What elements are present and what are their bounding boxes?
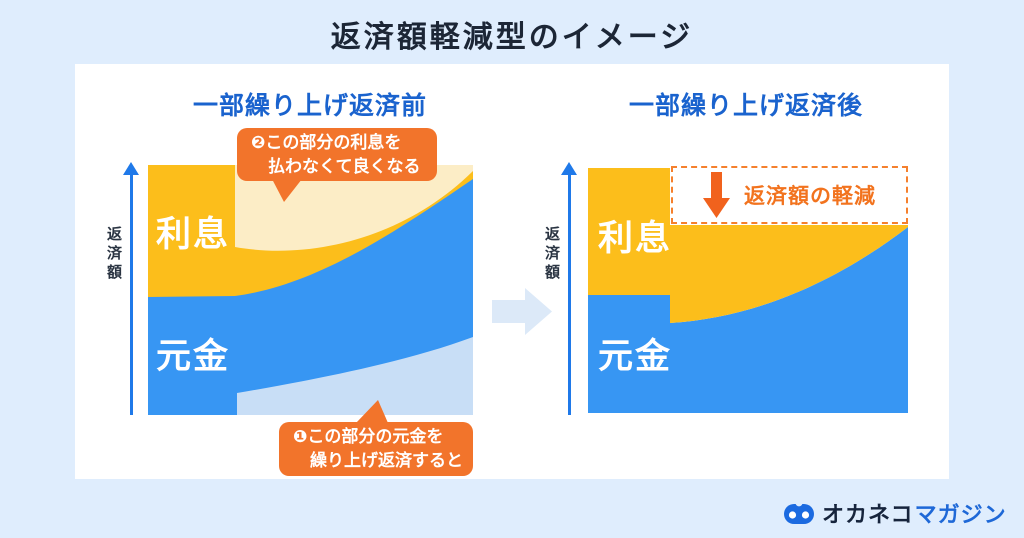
before-axis-arrowhead-icon [123,162,139,175]
before-axis-line [130,174,133,415]
before-interest-label: 利息 [156,215,231,254]
page-title: 返済額軽減型のイメージ [330,21,694,54]
logo-text-dark: オカネコ [822,502,914,527]
principal-prepay-callout-line2: 繰り上げ返済すると [310,451,463,470]
interest-saved-callout-line1: ❷この部分の利息を [251,132,402,152]
reduction-label: 返済額の軽減 [744,185,876,208]
interest-saved-callout: ❷この部分の利息を 払わなくて良くなる [237,128,437,181]
after-principal-area [588,227,908,413]
before-principal-prepaid-area [237,337,473,415]
logo-text-blue: マガジン [914,502,1007,527]
interest-saved-callout-tail-icon [272,179,302,202]
after-principal-label: 元金 [598,337,673,376]
site-logo: オカネコ マガジン [783,497,1007,529]
after-axis-label: 返済額 [543,226,560,283]
after-interest-area [588,168,908,323]
before-principal-label: 元金 [156,337,231,376]
reduction-down-arrow-icon [703,172,730,218]
after-interest-label: 利息 [598,219,673,258]
reduction-callout-box: 返済額の軽減 [671,166,908,224]
after-axis-line [568,174,571,415]
principal-prepay-callout-line1: ❶この部分の元金を [293,427,444,446]
after-chart [588,168,908,413]
principal-prepay-callout-tail-icon [356,400,388,423]
okaneko-logo-icon [784,501,814,524]
principal-prepay-callout: ❶この部分の元金を 繰り上げ返済すると [279,422,473,476]
before-chart [148,165,473,415]
after-axis-arrowhead-icon [561,162,577,175]
transition-arrow-icon [492,288,552,335]
after-panel-heading: 一部繰り上げ返済後 [628,92,863,120]
interest-saved-callout-line2: 払わなくて良くなる [268,156,421,176]
before-axis-label: 返済額 [105,226,122,283]
before-panel-heading: 一部繰り上げ返済前 [192,92,427,120]
